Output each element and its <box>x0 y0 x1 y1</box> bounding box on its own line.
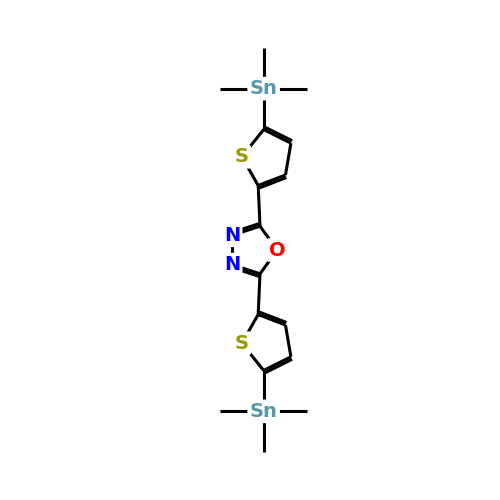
Text: N: N <box>224 226 240 245</box>
Text: N: N <box>224 255 240 274</box>
Text: O: O <box>269 240 285 260</box>
Text: S: S <box>235 148 249 167</box>
Text: Sn: Sn <box>250 402 278 421</box>
Text: S: S <box>235 334 249 352</box>
Text: Sn: Sn <box>250 79 278 98</box>
